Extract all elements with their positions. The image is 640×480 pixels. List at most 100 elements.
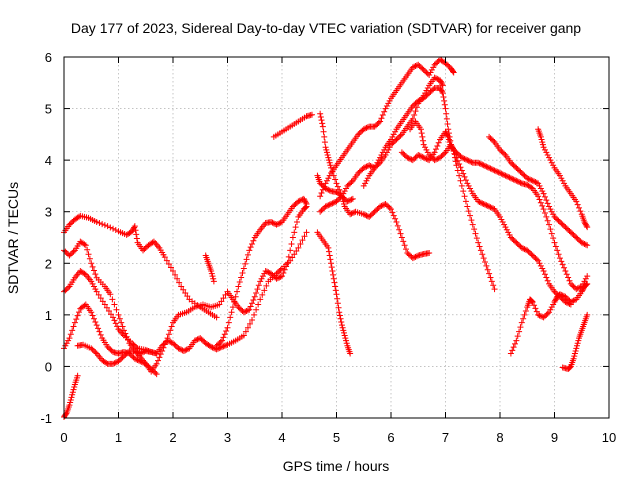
data-point-marker (539, 202, 546, 209)
data-point-marker (420, 141, 427, 148)
x-axis-label: GPS time / hours (283, 458, 390, 474)
data-point-marker (566, 228, 573, 235)
data-point-marker (326, 248, 333, 255)
data-point-marker (89, 263, 96, 270)
data-point-marker (120, 353, 127, 360)
data-point-marker (462, 198, 469, 205)
data-point-marker (333, 291, 340, 298)
data-point-marker (516, 328, 523, 335)
data-point-marker (274, 220, 281, 227)
data-point-marker (331, 279, 338, 286)
data-point-marker (296, 197, 303, 204)
data-point-marker (431, 149, 438, 156)
data-point-marker (432, 75, 439, 82)
data-point-marker (432, 146, 439, 153)
data-point-marker (507, 234, 514, 241)
data-point-marker (379, 112, 386, 119)
data-point-marker (381, 108, 388, 115)
data-point-marker (507, 350, 514, 357)
data-point-marker (517, 179, 524, 186)
data-point-marker (229, 304, 236, 311)
data-point-marker (336, 195, 343, 202)
data-point-marker (92, 286, 99, 293)
x-tick-label: 9 (551, 430, 558, 445)
data-point-marker (428, 87, 435, 94)
data-point-marker (401, 151, 408, 158)
data-point-marker (75, 309, 82, 316)
data-point-marker (90, 267, 97, 274)
data-point-marker (484, 164, 491, 171)
data-point-marker (174, 275, 181, 282)
data-point-marker (510, 237, 517, 244)
data-point-marker (244, 307, 251, 314)
data-point-marker (378, 202, 385, 209)
data-point-marker (447, 144, 454, 151)
data-point-marker (97, 331, 104, 338)
data-point-marker (558, 258, 565, 265)
data-point-marker (323, 146, 330, 153)
data-point-marker (411, 101, 418, 108)
data-point-marker (67, 220, 74, 227)
data-point-marker (300, 195, 307, 202)
data-point-marker (74, 312, 81, 319)
data-point-marker (325, 175, 332, 182)
data-point-marker (341, 188, 348, 195)
data-point-marker (541, 210, 548, 217)
data-point-marker (541, 271, 548, 278)
data-point-marker (156, 354, 163, 361)
data-point-marker (283, 263, 290, 270)
data-point-marker (424, 156, 431, 163)
data-point-marker (438, 87, 445, 94)
data-point-marker (163, 338, 170, 345)
data-point-marker (113, 306, 120, 313)
data-point-marker (291, 251, 298, 258)
data-point-marker (323, 202, 330, 209)
data-point-marker (329, 268, 336, 275)
data-point-marker (434, 155, 441, 162)
data-point-marker (507, 159, 514, 166)
data-point-marker (426, 90, 433, 97)
data-point-marker (439, 90, 446, 97)
data-point-marker (539, 139, 546, 146)
data-point-marker (488, 278, 495, 285)
data-point-marker (405, 251, 412, 258)
data-point-marker (370, 210, 377, 217)
data-point-marker (209, 344, 216, 351)
data-point-marker (499, 219, 506, 226)
data-point-marker (394, 135, 401, 142)
x-tick-label: 8 (496, 430, 503, 445)
data-point-marker (490, 205, 497, 212)
data-point-marker (412, 253, 419, 260)
data-point-marker (381, 146, 388, 153)
data-point-marker (341, 332, 348, 339)
data-point-marker (413, 104, 420, 111)
data-point-marker (360, 211, 367, 218)
data-point-marker (566, 364, 573, 371)
data-point-marker (334, 295, 341, 302)
data-point-marker (487, 274, 494, 281)
data-point-marker (253, 289, 260, 296)
data-point-marker (533, 179, 540, 186)
data-point-marker (432, 156, 439, 163)
data-point-marker (88, 345, 95, 352)
data-point-marker (155, 357, 162, 364)
data-point-marker (521, 246, 528, 253)
data-point-marker (584, 224, 591, 231)
data-point-marker (516, 179, 523, 186)
data-point-marker (319, 186, 326, 193)
data-point-marker (111, 301, 118, 308)
data-point-marker (418, 130, 425, 137)
data-point-marker (543, 311, 550, 318)
data-point-marker (573, 345, 580, 352)
data-point-marker (303, 229, 310, 236)
data-point-marker (134, 356, 141, 363)
data-point-marker (303, 200, 310, 207)
data-point-marker (458, 154, 465, 161)
data-point-marker (570, 297, 577, 304)
data-point-marker (336, 309, 343, 316)
data-point-marker (559, 177, 566, 184)
data-point-marker (134, 349, 141, 356)
data-point-marker (74, 372, 81, 379)
data-point-marker (95, 325, 102, 332)
data-point-marker (514, 333, 521, 340)
